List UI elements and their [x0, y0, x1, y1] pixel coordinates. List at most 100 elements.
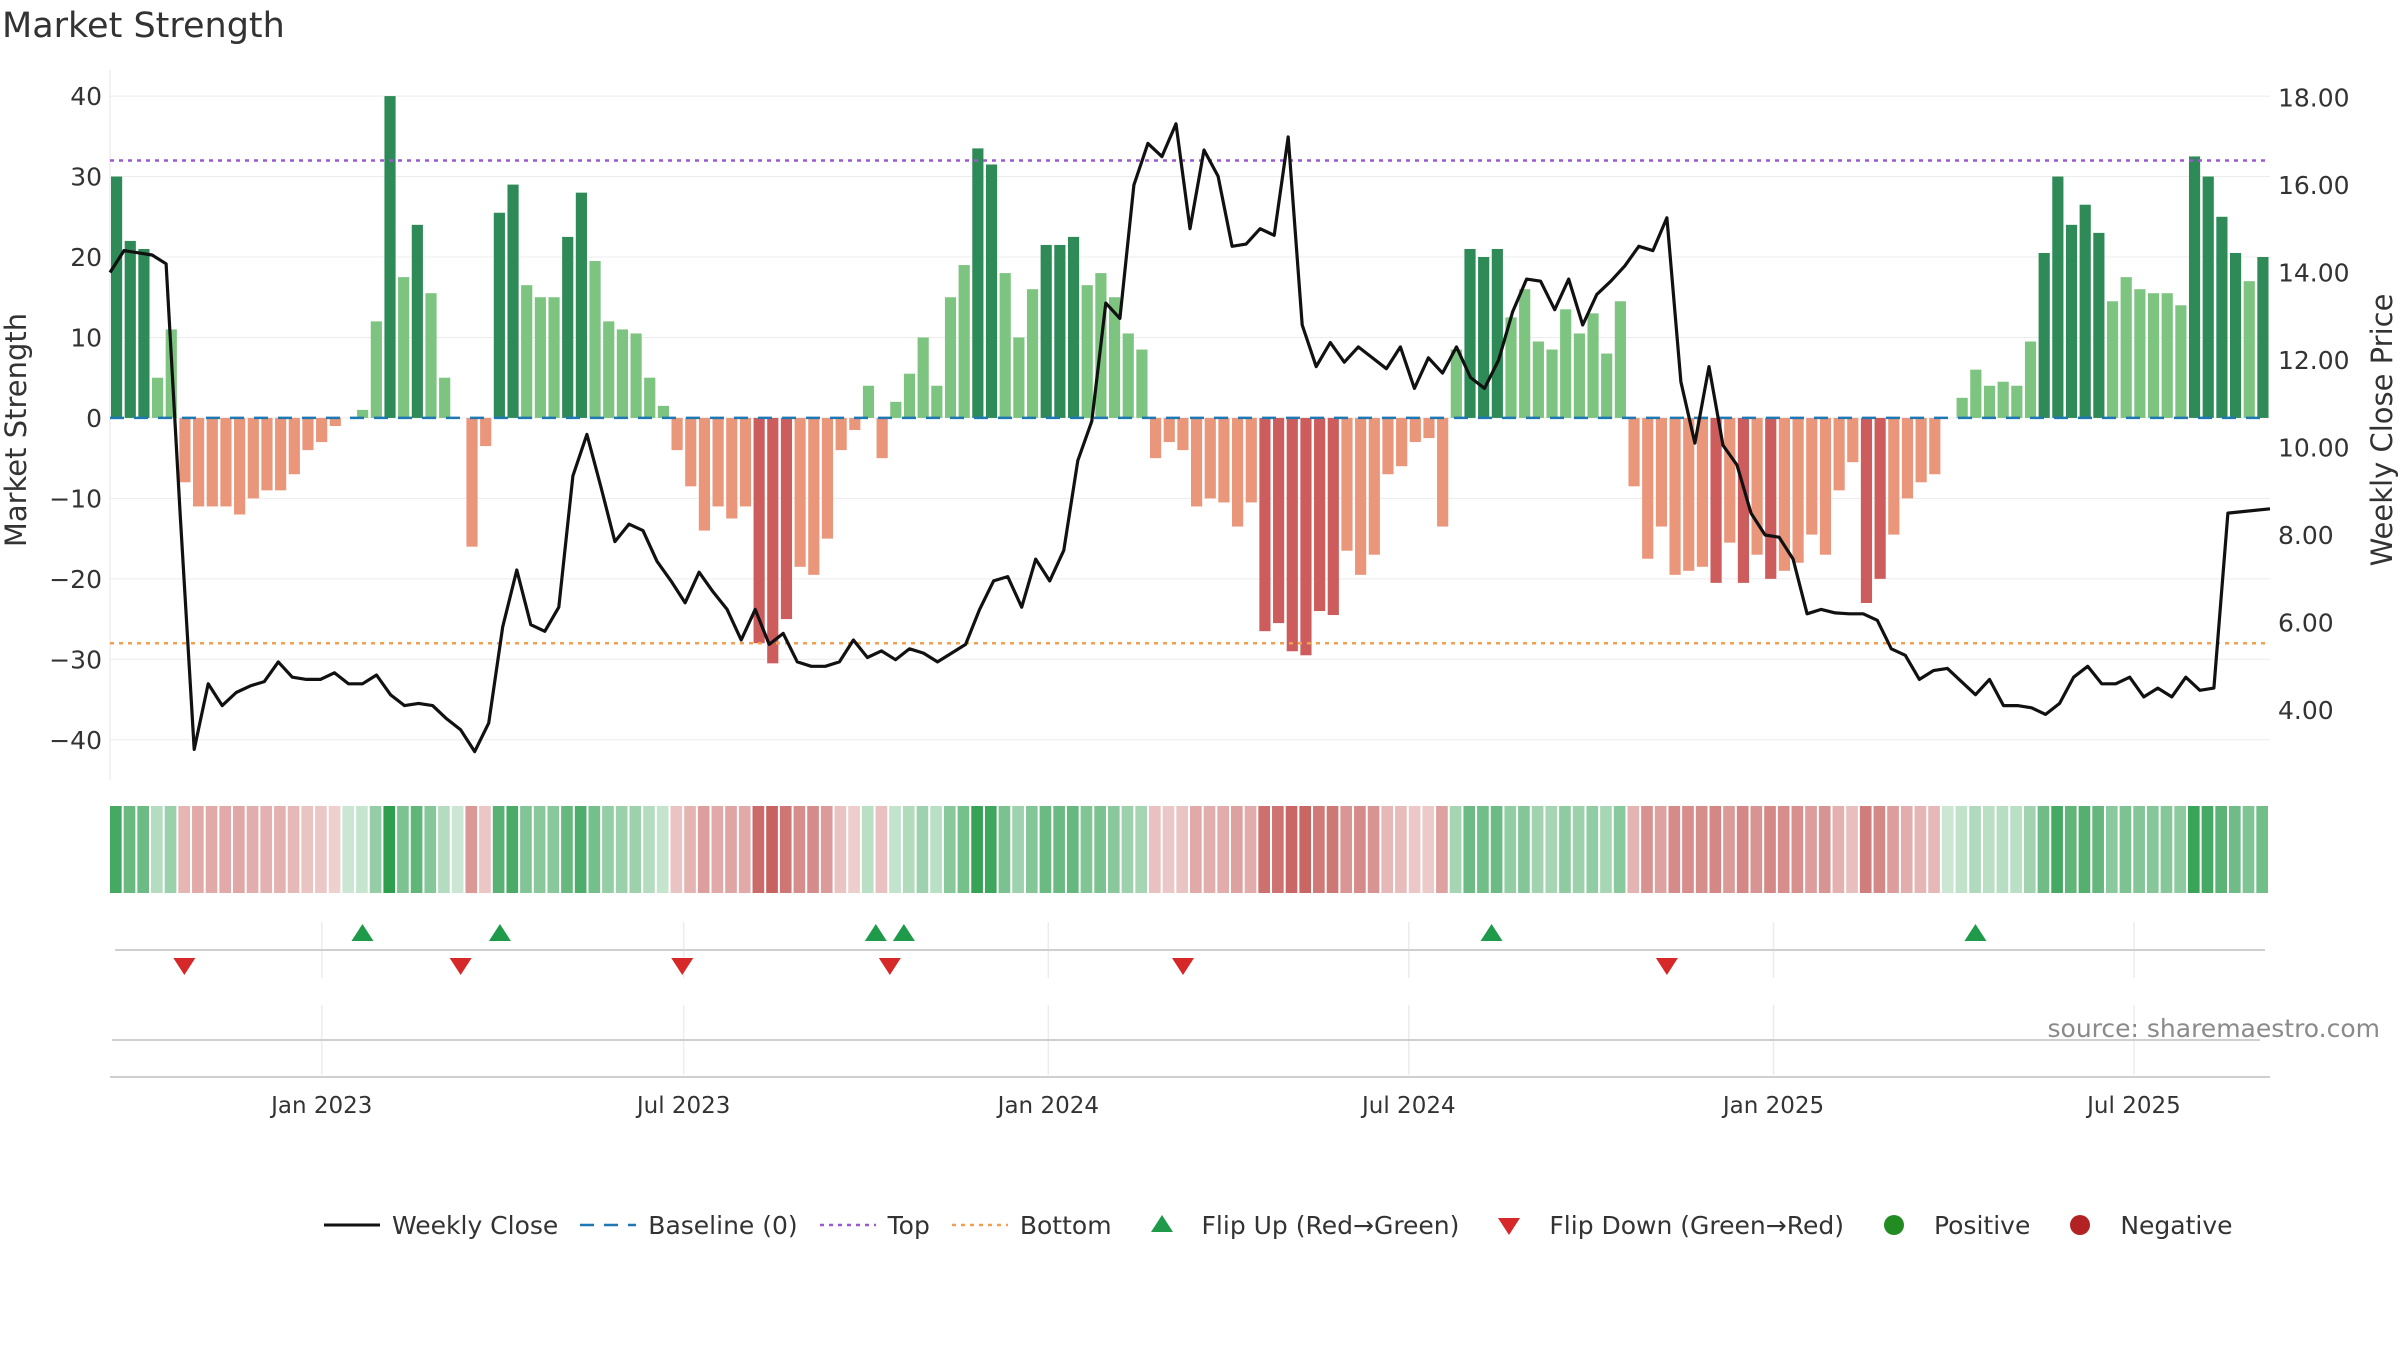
heat-cell: [315, 806, 327, 893]
heat-cell: [1668, 806, 1681, 893]
heat-cell: [1066, 806, 1079, 893]
heat-cell: [1326, 806, 1339, 893]
strength-bar: [357, 409, 369, 418]
heat-cell: [274, 806, 286, 893]
strength-bar: [1204, 417, 1216, 499]
legend: Weekly Close Baseline (0) Top Bottom Flip Up…: [0, 1205, 2400, 1245]
heat-cell: [848, 806, 860, 893]
close-legend-swatch: [324, 1223, 380, 1227]
strength-bar: [1218, 417, 1230, 503]
strength-bar: [466, 417, 478, 547]
heat-cell: [1600, 806, 1612, 893]
strength-bar: [1847, 417, 1859, 463]
strength-bar: [808, 417, 820, 575]
flip_up-legend-swatch: [1150, 1215, 1173, 1232]
strength-bar: [1519, 289, 1531, 418]
heat-cell: [2023, 806, 2036, 893]
heat-cell: [1941, 806, 1954, 893]
heat-cell: [820, 806, 833, 893]
heat-cell: [684, 806, 696, 893]
heat-cell: [1217, 806, 1230, 893]
strength-bar: [1737, 417, 1750, 583]
heat-cell: [2160, 806, 2173, 893]
y-tick-label: −40: [49, 726, 102, 755]
heat-cell: [506, 806, 519, 893]
strength-bar: [2024, 341, 2037, 418]
source-label: source: sharemaestro.com: [2047, 1014, 2381, 1043]
heat-cell: [1764, 806, 1776, 893]
strength-bar: [1765, 417, 1777, 579]
strength-bar: [1792, 417, 1804, 563]
grid-layer: [109, 70, 2270, 780]
strength-bar: [521, 285, 533, 418]
y2-tick-label: 16.00: [2278, 171, 2350, 200]
heat-cell: [602, 806, 614, 893]
heat-cell: [861, 806, 874, 893]
heat-cell: [2133, 806, 2145, 893]
heat-cell: [465, 806, 478, 893]
strength-bar: [1710, 417, 1722, 583]
y2-tick-label: 12.00: [2278, 346, 2350, 375]
strength-bar: [1505, 317, 1517, 418]
strength-bar: [411, 224, 423, 418]
strength-bar: [671, 417, 683, 451]
heat-cell: [1736, 806, 1749, 893]
legend-label: Baseline (0): [648, 1210, 798, 1240]
strength-bar: [1833, 417, 1845, 491]
heat-cell: [410, 806, 423, 893]
heat-cell: [1791, 806, 1804, 893]
strength-bar: [2052, 176, 2064, 418]
strength-bar: [1628, 417, 1640, 487]
strength-bar: [958, 265, 970, 418]
top-legend-swatch: [819, 1223, 876, 1227]
legend-label: Flip Down (Green→Red): [1549, 1210, 1844, 1240]
heat-cell: [1367, 806, 1380, 893]
strength-bar: [439, 377, 451, 418]
y-tick-label: 30: [70, 163, 102, 192]
strength-bar: [1915, 417, 1927, 483]
strength-bar: [739, 417, 752, 507]
y2-tick-label: 18.00: [2278, 84, 2350, 113]
heat-cell: [1969, 806, 1981, 893]
strength-bar: [753, 417, 765, 644]
heat-cell: [902, 806, 915, 893]
strength-bar: [275, 417, 287, 491]
heat-cell: [1982, 806, 1995, 893]
strength-bar: [507, 184, 519, 418]
legend-item-baseline: Baseline (0): [578, 1205, 798, 1245]
heat-cell: [369, 806, 382, 893]
legend-label: Flip Up (Red→Green): [1201, 1210, 1460, 1240]
heat-cell: [1258, 806, 1271, 893]
heat-cell: [219, 806, 232, 893]
heat-cell: [1682, 806, 1694, 893]
legend-label: Bottom: [1019, 1210, 1112, 1240]
heat-cell: [287, 806, 300, 893]
heat-cell: [711, 806, 724, 893]
heat-cell: [1422, 806, 1435, 893]
heat-cell: [1395, 806, 1407, 893]
heat-cell: [1805, 806, 1817, 893]
heat-cell: [656, 806, 669, 893]
strength-bar: [1601, 353, 1613, 418]
strength-bar: [862, 385, 875, 418]
strength-bar: [2134, 289, 2146, 418]
bottom-panel: [110, 1005, 2270, 1078]
heat-cell: [438, 806, 450, 893]
heat-cell: [1723, 806, 1735, 893]
heat-cell: [1176, 806, 1188, 893]
strength-bar: [124, 240, 136, 418]
heat-cell: [110, 806, 122, 893]
legend-label: Weekly Close: [392, 1210, 559, 1240]
baseline-legend-swatch: [580, 1223, 637, 1227]
heat-cell: [1900, 806, 1913, 893]
heat-cell: [875, 806, 888, 893]
strength-bar: [1163, 417, 1175, 443]
flip-down-marker: [671, 958, 694, 975]
strength-bar: [316, 417, 328, 443]
strength-bar: [1108, 297, 1121, 418]
strength-bar: [1081, 285, 1093, 418]
heat-cell: [793, 806, 806, 893]
heat-strip: [110, 806, 2268, 893]
strength-bar: [1273, 417, 1285, 624]
